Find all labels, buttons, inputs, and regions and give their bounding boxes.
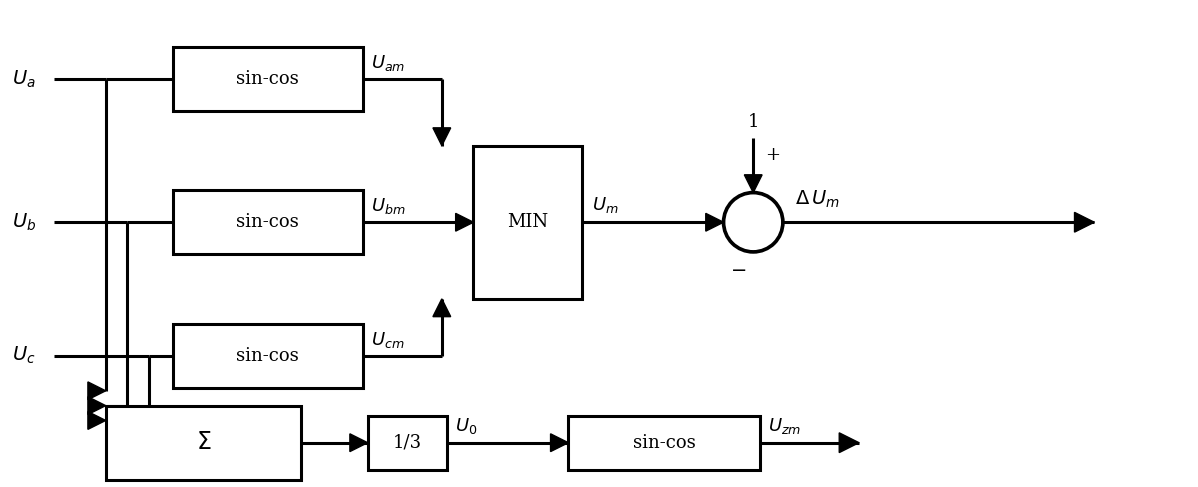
Text: $U_m$: $U_m$ xyxy=(592,195,618,215)
Text: $-$: $-$ xyxy=(731,260,746,278)
Text: $U_b$: $U_b$ xyxy=(12,211,36,233)
Text: sin-cos: sin-cos xyxy=(236,213,300,231)
Polygon shape xyxy=(87,382,105,400)
Polygon shape xyxy=(432,128,450,146)
Polygon shape xyxy=(840,433,859,452)
Text: $\Delta\,U_m$: $\Delta\,U_m$ xyxy=(794,189,840,210)
Polygon shape xyxy=(551,434,568,451)
Polygon shape xyxy=(87,412,105,430)
FancyBboxPatch shape xyxy=(568,415,761,470)
Text: sin-cos: sin-cos xyxy=(236,347,300,365)
Polygon shape xyxy=(87,397,105,414)
Text: sin-cos: sin-cos xyxy=(633,434,696,452)
Text: $U_c$: $U_c$ xyxy=(12,345,36,366)
Polygon shape xyxy=(744,175,762,192)
FancyBboxPatch shape xyxy=(173,47,363,111)
Text: $U_a$: $U_a$ xyxy=(12,68,36,90)
Text: $U_{cm}$: $U_{cm}$ xyxy=(370,330,404,350)
Polygon shape xyxy=(455,213,473,231)
Text: $\Sigma$: $\Sigma$ xyxy=(195,431,211,454)
Text: $U_{bm}$: $U_{bm}$ xyxy=(370,196,405,216)
Text: 1: 1 xyxy=(748,113,760,131)
Polygon shape xyxy=(706,213,724,231)
Text: 1/3: 1/3 xyxy=(393,434,422,452)
Polygon shape xyxy=(1075,212,1094,232)
Text: +: + xyxy=(766,146,780,164)
Text: sin-cos: sin-cos xyxy=(236,70,300,88)
FancyBboxPatch shape xyxy=(473,146,582,299)
Text: MIN: MIN xyxy=(507,213,549,231)
FancyBboxPatch shape xyxy=(368,415,447,470)
Polygon shape xyxy=(350,434,368,451)
FancyBboxPatch shape xyxy=(105,406,302,480)
Text: $U_{am}$: $U_{am}$ xyxy=(370,53,405,73)
FancyBboxPatch shape xyxy=(173,190,363,254)
FancyBboxPatch shape xyxy=(173,323,363,388)
Polygon shape xyxy=(432,299,450,317)
Text: $U_0$: $U_0$ xyxy=(455,416,477,436)
Circle shape xyxy=(724,192,782,252)
Text: $U_{zm}$: $U_{zm}$ xyxy=(768,416,801,436)
